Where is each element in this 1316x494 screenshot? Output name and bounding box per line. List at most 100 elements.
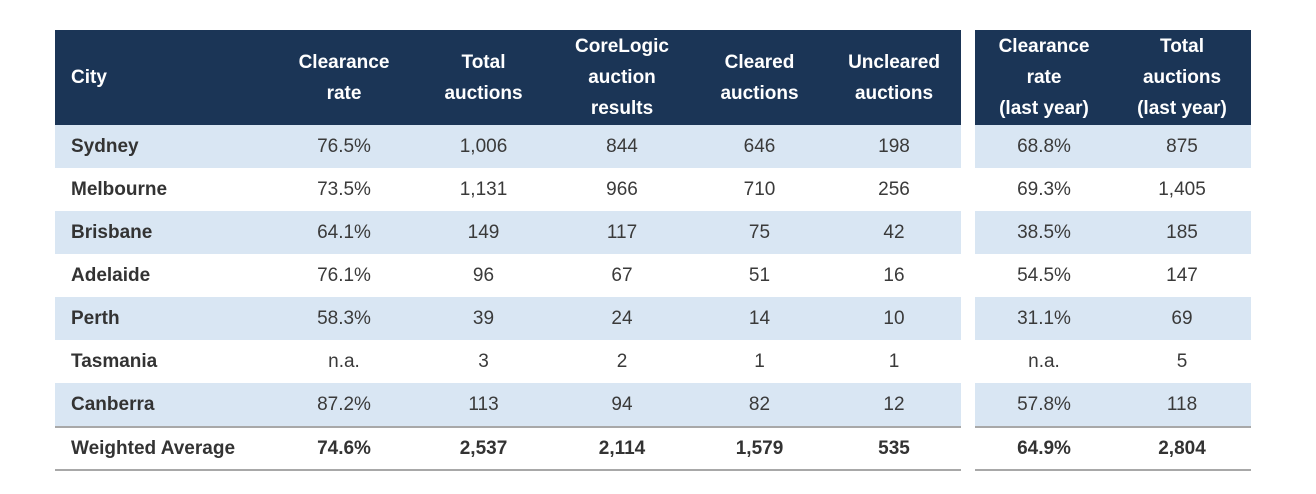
cleared-auctions-cell: 1,579 [692, 426, 827, 471]
header-line: Total [1160, 36, 1204, 57]
uncleared-auctions-cell: 256 [878, 178, 910, 200]
header-line: auctions [720, 82, 799, 104]
total-auctions-cell: 39 [415, 297, 552, 340]
column-header-clearance-rate-last-year: Clearance rate (last year) [975, 30, 1113, 125]
total-auctions-cell: 113 [415, 383, 552, 427]
cleared-auctions-cell: 646 [692, 125, 827, 168]
clearance-rate-last-year-cell: 69.3% [1017, 178, 1071, 200]
city-cell: Sydney [55, 125, 273, 168]
total-auctions-cell: 1,131 [459, 178, 508, 200]
corelogic-results-cell: 966 [606, 178, 638, 200]
clearance-rate-cell: 58.3% [273, 297, 415, 340]
corelogic-results-cell: 24 [552, 297, 692, 340]
cleared-auctions-cell: 1 [754, 350, 765, 372]
table-row-melbourne: 69.3% 1,405 [975, 168, 1251, 211]
column-header-city: City [55, 30, 273, 125]
table-row-adelaide: Adelaide 76.1% 96 67 51 16 [55, 254, 961, 297]
uncleared-auctions-cell: 12 [827, 383, 961, 427]
table-row-canberra: 57.8% 118 [975, 383, 1251, 427]
header-line: Total [461, 51, 506, 73]
column-header-total-auctions: Total auctions [415, 30, 552, 125]
corelogic-results-cell: 2,114 [552, 426, 692, 471]
clearance-rate-cell: 74.6% [273, 426, 415, 471]
clearance-rate-cell: 76.1% [317, 264, 371, 286]
header-line: Uncleared [848, 51, 940, 73]
table-row-melbourne: Melbourne 73.5% 1,131 966 710 256 [55, 168, 961, 211]
header-line: City [71, 67, 107, 88]
total-auctions-last-year-cell: 5 [1176, 350, 1188, 372]
table-row-perth: Perth 58.3% 39 24 14 10 [55, 297, 961, 340]
total-auctions-last-year-cell: 2,804 [1113, 426, 1251, 471]
uncleared-auctions-cell: 16 [883, 264, 905, 286]
clearance-rate-cell: 73.5% [317, 178, 371, 200]
uncleared-auctions-cell: 1 [888, 350, 900, 372]
header-line: rate [326, 82, 362, 104]
city-cell: Melbourne [71, 178, 168, 200]
table-row-sydney: 68.8% 875 [975, 125, 1251, 168]
uncleared-auctions-cell: 535 [827, 426, 961, 471]
city-cell: Perth [55, 297, 273, 340]
header-line: Cleared [724, 51, 795, 73]
column-header-uncleared-auctions: Uncleared auctions [827, 30, 961, 125]
total-auctions-last-year-cell: 147 [1166, 264, 1198, 286]
uncleared-auctions-cell: 10 [827, 297, 961, 340]
header-row: City Clearance rate Total auctions CoreL… [55, 30, 961, 125]
total-auctions-cell: 2,537 [415, 426, 552, 471]
header-line: (last year) [999, 98, 1089, 119]
weighted-average-row: 64.9% 2,804 [975, 426, 1251, 471]
corelogic-results-cell: 94 [552, 383, 692, 427]
auction-results-table: City Clearance rate Total auctions CoreL… [55, 30, 961, 471]
corelogic-results-cell: 2 [616, 350, 628, 372]
uncleared-auctions-cell: 42 [827, 211, 961, 254]
clearance-rate-cell: 64.1% [273, 211, 415, 254]
column-header-clearance-rate: Clearance rate [273, 30, 415, 125]
total-auctions-cell: 3 [478, 350, 489, 372]
clearance-rate-last-year-cell: 57.8% [975, 383, 1113, 427]
total-auctions-last-year-cell: 69 [1113, 297, 1251, 340]
cleared-auctions-cell: 82 [692, 383, 827, 427]
weighted-average-row: Weighted Average 74.6% 2,537 2,114 1,579… [55, 426, 961, 471]
city-cell: Weighted Average [55, 426, 273, 471]
table-row-perth: 31.1% 69 [975, 297, 1251, 340]
cleared-auctions-cell: 75 [692, 211, 827, 254]
clearance-rate-last-year-cell: n.a. [1028, 350, 1060, 372]
cleared-auctions-cell: 51 [748, 264, 771, 286]
clearance-rate-cell: n.a. [328, 350, 360, 372]
column-header-total-auctions-last-year: Total auctions (last year) [1113, 30, 1251, 125]
header-line: auctions [854, 82, 934, 104]
clearance-rate-last-year-cell: 64.9% [975, 426, 1113, 471]
corelogic-results-cell: 844 [552, 125, 692, 168]
table-row-tasmania: n.a. 5 [975, 340, 1251, 383]
header-line: Clearance [998, 36, 1090, 57]
header-row: Clearance rate (last year) Total auction… [975, 30, 1251, 125]
uncleared-auctions-cell: 198 [827, 125, 961, 168]
table-row-sydney: Sydney 76.5% 1,006 844 646 198 [55, 125, 961, 168]
header-line: CoreLogic [575, 36, 669, 57]
city-cell: Adelaide [71, 264, 151, 286]
total-auctions-cell: 1,006 [415, 125, 552, 168]
total-auctions-last-year-cell: 1,405 [1158, 178, 1206, 200]
city-cell: Brisbane [55, 211, 273, 254]
table-row-tasmania: Tasmania n.a. 3 2 1 1 [55, 340, 961, 383]
total-auctions-last-year-cell: 118 [1113, 383, 1251, 427]
clearance-rate-last-year-cell: 38.5% [975, 211, 1113, 254]
total-auctions-last-year-cell: 185 [1113, 211, 1251, 254]
table-row-brisbane: 38.5% 185 [975, 211, 1251, 254]
city-cell: Canberra [55, 383, 273, 427]
header-line: (last year) [1137, 98, 1227, 119]
total-auctions-cell: 149 [415, 211, 552, 254]
cleared-auctions-cell: 14 [692, 297, 827, 340]
clearance-rate-cell: 76.5% [273, 125, 415, 168]
table-row-canberra: Canberra 87.2% 113 94 82 12 [55, 383, 961, 427]
last-year-table: Clearance rate (last year) Total auction… [975, 30, 1251, 471]
table-row-brisbane: Brisbane 64.1% 149 117 75 42 [55, 211, 961, 254]
clearance-rate-last-year-cell: 54.5% [1017, 264, 1071, 286]
total-auctions-last-year-cell: 875 [1113, 125, 1251, 168]
header-line: auctions [1142, 67, 1222, 88]
corelogic-results-cell: 67 [611, 264, 633, 286]
table-row-adelaide: 54.5% 147 [975, 254, 1251, 297]
header-line: auctions [444, 82, 523, 104]
clearance-rate-last-year-cell: 68.8% [975, 125, 1113, 168]
city-cell: Tasmania [71, 350, 158, 372]
column-header-cleared-auctions: Cleared auctions [692, 30, 827, 125]
